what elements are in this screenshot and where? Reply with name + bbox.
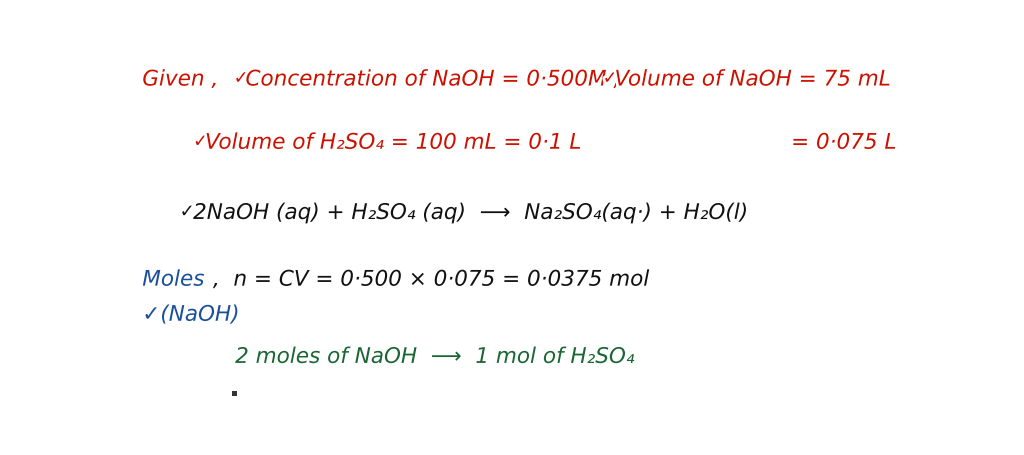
Text: Concentration of NaOH = 0·500M ,: Concentration of NaOH = 0·500M ,: [246, 71, 620, 91]
Text: Volume of H₂SO₄ = 100 mL = 0·1 L: Volume of H₂SO₄ = 100 mL = 0·1 L: [205, 133, 581, 153]
Text: Given ,: Given ,: [142, 71, 218, 91]
Text: ✓: ✓: [179, 203, 195, 222]
Text: = 0·075 L: = 0·075 L: [792, 133, 896, 153]
Text: ,  n = CV = 0·500 × 0·075 = 0·0375 mol: , n = CV = 0·500 × 0·075 = 0·0375 mol: [213, 270, 648, 290]
Text: ·: ·: [229, 383, 239, 407]
Text: 2 moles of NaOH  ⟶  1 mol of H₂SO₄: 2 moles of NaOH ⟶ 1 mol of H₂SO₄: [236, 347, 635, 367]
Text: ✓: ✓: [233, 71, 249, 88]
Text: 2NaOH (aq) + H₂SO₄ (aq)  ⟶  Na₂SO₄(aq·) + H₂O(l): 2NaOH (aq) + H₂SO₄ (aq) ⟶ Na₂SO₄(aq·) + …: [194, 203, 748, 223]
Text: Volume of NaOH = 75 mL: Volume of NaOH = 75 mL: [614, 71, 891, 91]
Text: ✓: ✓: [194, 133, 208, 152]
Text: ✓: ✓: [602, 71, 617, 88]
Text: ✓(NaOH): ✓(NaOH): [142, 305, 240, 325]
Text: Moles: Moles: [142, 270, 205, 290]
